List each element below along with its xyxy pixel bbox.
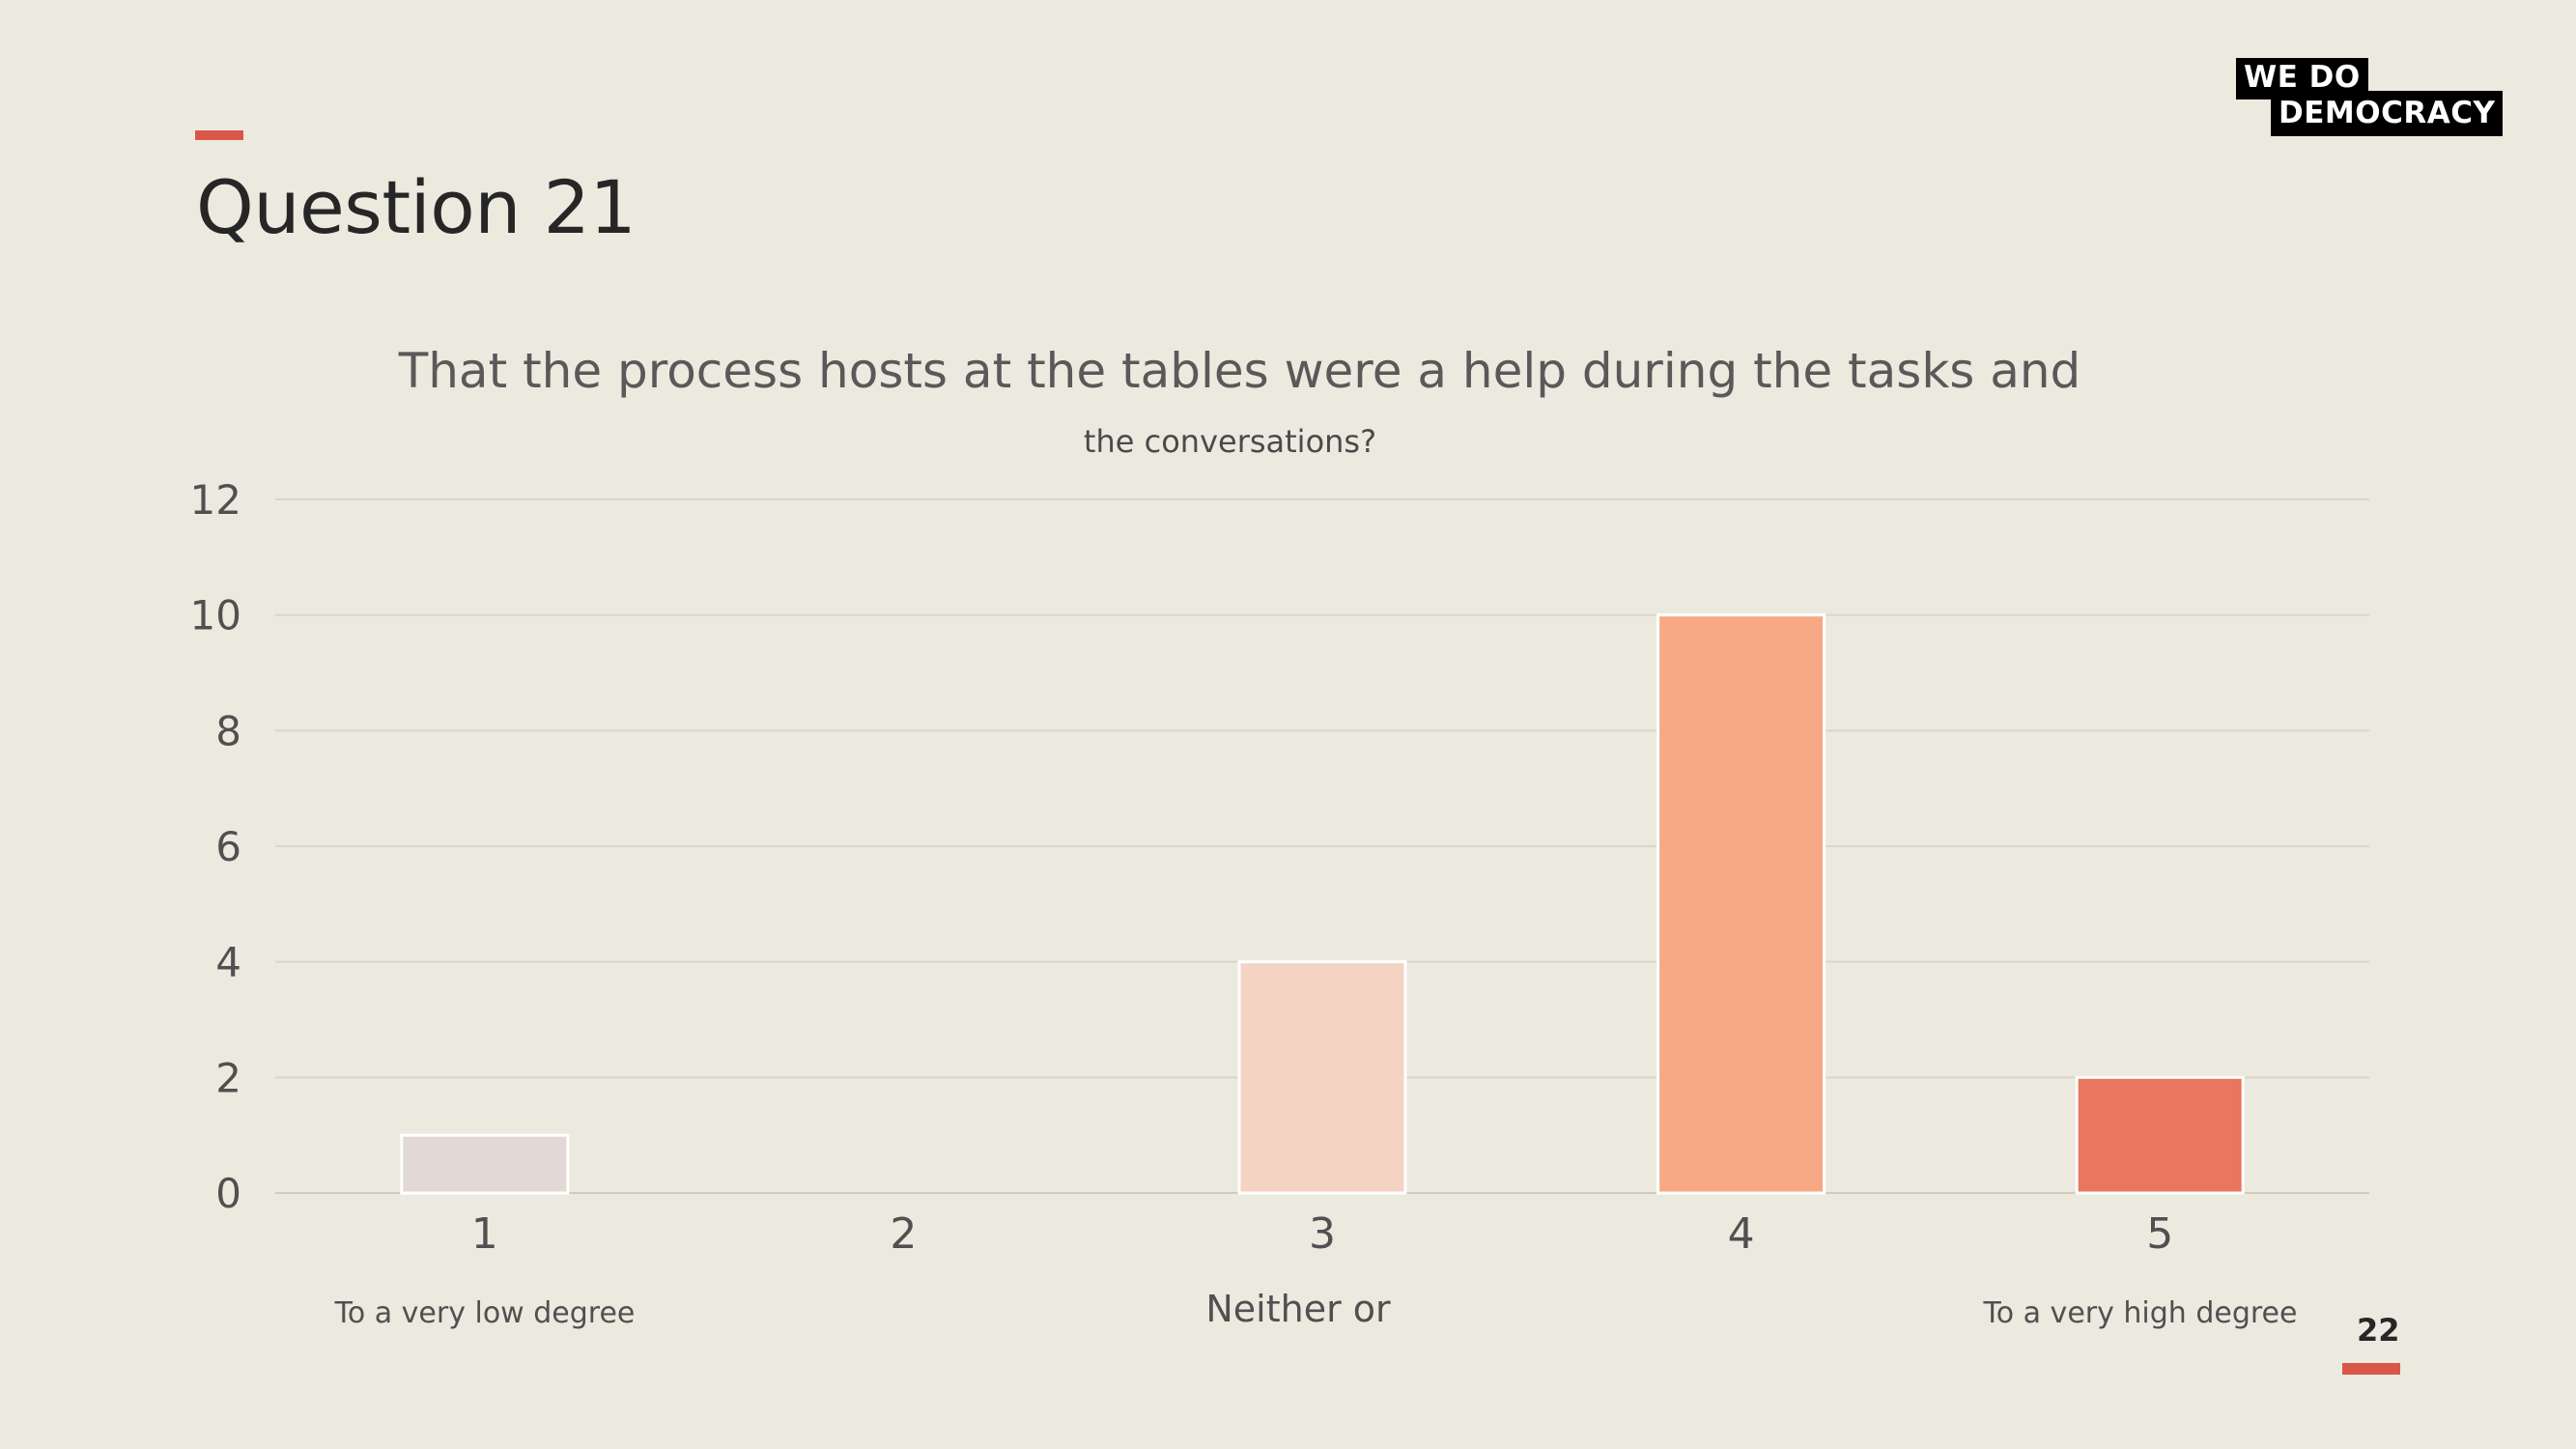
x-tick-label: 4 — [1728, 1209, 1755, 1259]
scale-label-mid: Neither or — [1205, 1288, 1391, 1330]
y-tick-label: 6 — [215, 823, 241, 870]
logo-line-2: DEMOCRACY — [2271, 91, 2504, 136]
chart-title: That the process hosts at the tables wer… — [398, 343, 2081, 399]
chart-subtitle: the conversations? — [1083, 423, 1377, 460]
bar — [1656, 613, 1826, 1195]
y-tick-label: 2 — [215, 1054, 241, 1101]
y-tick-label: 0 — [215, 1170, 241, 1217]
scale-label-low: To a very low degree — [334, 1296, 636, 1330]
x-tick-label: 2 — [890, 1209, 917, 1259]
bar — [400, 1133, 570, 1195]
y-tick-label: 8 — [215, 707, 241, 754]
bar — [2075, 1075, 2245, 1195]
page-number-accent-bar — [2342, 1363, 2400, 1375]
x-tick-label: 1 — [471, 1209, 498, 1259]
bar — [1237, 960, 1407, 1195]
scale-label-high: To a very high degree — [1983, 1296, 2298, 1330]
we-do-democracy-logo: WE DO DEMOCRACY — [2236, 58, 2504, 137]
x-tick-label: 5 — [2146, 1209, 2173, 1259]
x-tick-label: 3 — [1309, 1209, 1336, 1259]
y-tick-label: 12 — [190, 476, 241, 524]
page-title: Question 21 — [196, 164, 637, 250]
page-number: 22 — [2357, 1312, 2400, 1349]
y-tick-label: 10 — [190, 592, 241, 639]
y-tick-label: 4 — [215, 939, 241, 986]
title-accent-bar — [195, 130, 243, 140]
